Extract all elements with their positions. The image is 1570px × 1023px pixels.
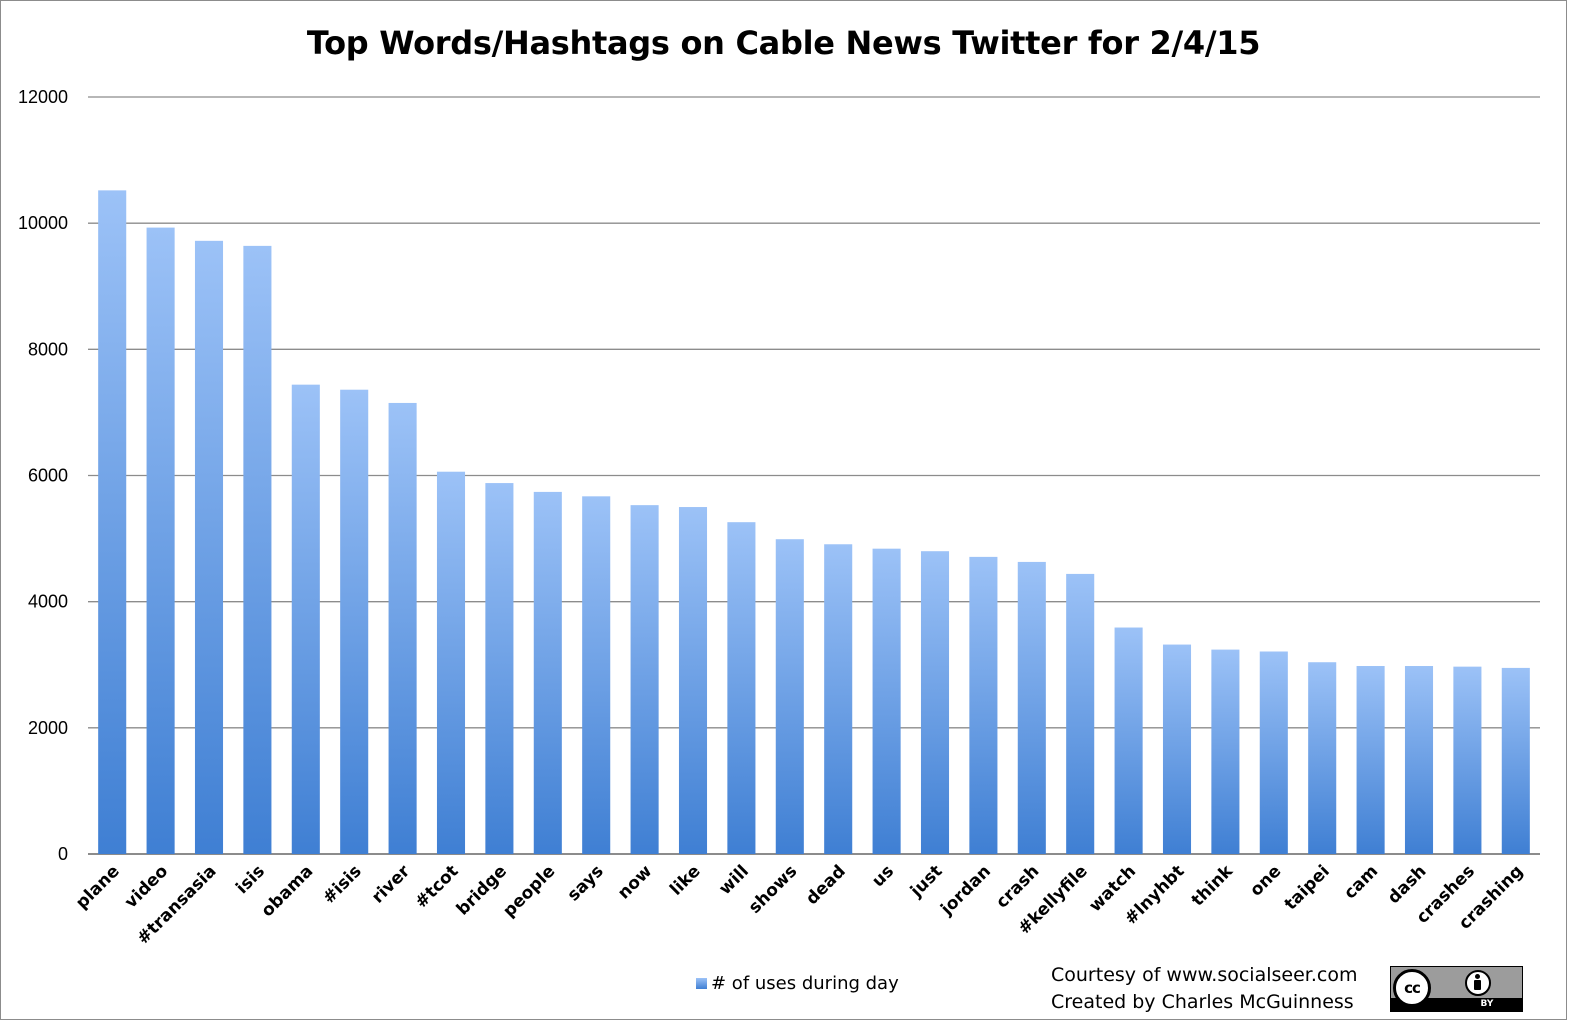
x-tick-label: will [715,861,753,899]
bar-river [388,402,417,854]
cc-icon: cc [1393,969,1431,1007]
bar-crash [1017,561,1046,854]
credits-line-2: Created by Charles McGuinness [1051,991,1354,1013]
chart-title: Top Words/Hashtags on Cable News Twitter… [306,24,1261,62]
bar-jordan [969,556,998,854]
x-tick-label: us [868,861,898,891]
y-tick-label: 12000 [18,87,68,107]
x-tick-label: shows [745,861,801,917]
x-tick-label: river [368,861,415,908]
x-tick-label: cam [1340,861,1382,903]
x-tick-label: obama [258,861,318,921]
bar-video [146,227,175,854]
bar-bridge [485,483,514,854]
bar-shows [775,539,804,854]
x-tick-label: says [564,861,608,905]
bar-isis [243,245,272,855]
x-tick-label: now [614,861,656,903]
x-tick-label: dead [802,861,850,909]
x-tick-label: think [1188,861,1238,911]
bar-think [1211,649,1240,854]
bar-just [920,551,950,854]
bar-one [1259,651,1288,854]
x-tick-label: people [499,861,559,921]
x-tick-label: dash [1384,861,1431,908]
bar-taipei [1308,662,1337,854]
x-tick-label: taipei [1281,861,1334,914]
bar-now [630,505,659,854]
x-tick-label: plane [72,861,124,913]
cc-license-badge: cc BY [1390,966,1523,1012]
bar-like [678,507,708,854]
bar-crashes [1453,666,1482,854]
legend-label: # of uses during day [711,973,899,994]
x-tick-label: like [666,861,704,899]
y-tick-label: 2000 [28,718,68,738]
bar-plane [98,190,127,854]
x-tick-label: just [906,861,946,901]
bar-dash [1404,666,1434,854]
credits: Courtesy of www.socialseer.com Created b… [1051,962,1357,1016]
bar-people [533,491,562,854]
bar-hashtag-tcot [436,471,466,854]
legend-swatch [696,978,707,989]
bar-us [872,548,901,854]
attribution-person-icon [1465,970,1491,996]
bar-will [727,522,756,854]
bar-hashtag-isis [340,389,369,854]
x-tick-label: one [1246,861,1285,900]
x-tick-label: jordan [936,861,994,919]
y-tick-label: 8000 [28,339,68,359]
bar-hashtag-lnyhbt [1162,644,1192,854]
y-tick-label: 10000 [18,213,68,233]
bar-cam [1356,666,1385,854]
y-tick-label: 4000 [28,592,68,612]
bar-watch [1114,627,1143,854]
legend: # of uses during day [696,973,899,994]
bar-hashtag-transasia [194,240,224,854]
bar-crashing [1501,667,1530,854]
y-tick-label: 0 [58,844,68,864]
bar-obama [291,384,320,854]
bar-says [582,496,611,854]
x-tick-label: isis [232,861,269,898]
credits-line-1: Courtesy of www.socialseer.com [1051,964,1358,986]
bar-hashtag-kellyfile [1066,573,1095,854]
bar-dead [824,544,853,854]
cc-by-label: BY [1480,999,1494,1009]
y-tick-label: 6000 [28,466,68,486]
x-tick-label: #isis [319,861,366,908]
